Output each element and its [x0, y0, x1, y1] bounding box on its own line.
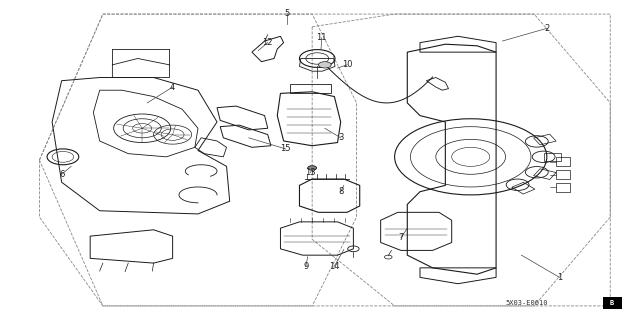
Text: 9: 9: [303, 262, 308, 271]
Bar: [556, 170, 570, 179]
Text: 14: 14: [329, 262, 340, 271]
Text: 7: 7: [398, 233, 404, 242]
Text: 12: 12: [262, 38, 273, 47]
Text: 10: 10: [342, 60, 352, 69]
Text: 2: 2: [544, 24, 550, 33]
Bar: [556, 157, 570, 166]
Text: 13: 13: [305, 168, 315, 177]
Text: 3: 3: [338, 133, 343, 142]
Bar: [290, 84, 331, 93]
Text: 15: 15: [280, 144, 290, 153]
Bar: [556, 183, 570, 192]
Text: B: B: [610, 300, 614, 306]
Circle shape: [318, 62, 331, 68]
Text: 8: 8: [338, 187, 343, 196]
Text: 6: 6: [59, 170, 64, 179]
Text: 4: 4: [170, 83, 175, 92]
Text: 5X03-E0610: 5X03-E0610: [506, 300, 548, 306]
Circle shape: [308, 166, 317, 170]
Bar: [603, 297, 622, 309]
Text: 5: 5: [284, 9, 289, 18]
Text: 1: 1: [557, 273, 562, 282]
Text: 11: 11: [317, 33, 327, 42]
